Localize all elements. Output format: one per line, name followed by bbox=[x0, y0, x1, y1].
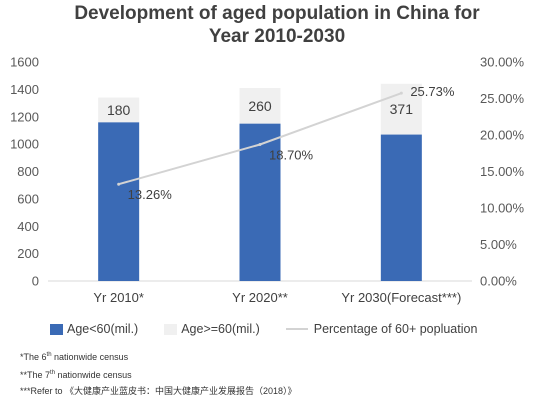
chart-title-line-2: Year 2010-2030 bbox=[208, 26, 346, 47]
y-left-tick-label: 1000 bbox=[10, 137, 39, 152]
bar-under-60 bbox=[98, 122, 140, 281]
y-left-tick-label: 200 bbox=[17, 246, 39, 261]
legend-item-percentage: Percentage of 60+ popluation bbox=[285, 322, 478, 336]
y-right-tick-label: 30.00% bbox=[480, 55, 525, 70]
y-right-tick-label: 15.00% bbox=[480, 164, 525, 179]
bar-60-plus-label: 260 bbox=[248, 98, 272, 114]
chart-title: Development of aged population in China … bbox=[0, 2, 554, 48]
bar-60-plus bbox=[239, 88, 281, 124]
bar-under-60 bbox=[380, 134, 422, 281]
y-left-tick-label: 400 bbox=[17, 219, 39, 234]
bar-under-60 bbox=[239, 123, 281, 281]
footnote-2-pre: **The 7 bbox=[20, 370, 51, 380]
percentage-point bbox=[117, 182, 121, 186]
x-tick-label: Yr 2030(Forecast***) bbox=[341, 290, 461, 305]
percentage-point bbox=[258, 142, 262, 146]
percentage-label: 25.73% bbox=[410, 84, 455, 99]
percentage-label: 13.26% bbox=[128, 187, 173, 202]
footnote-2-post: nationwide census bbox=[55, 370, 132, 380]
footnote-1-post: nationwide census bbox=[51, 352, 129, 362]
y-right-tick-label: 0.00% bbox=[480, 274, 517, 289]
legend-swatch-60-plus bbox=[164, 323, 178, 335]
footnote-2-sup: th bbox=[50, 370, 56, 376]
footnotes: *The 6th nationwide census **The 7th nat… bbox=[20, 347, 297, 399]
bar-60-plus-label: 180 bbox=[107, 102, 131, 118]
y-right-tick-label: 25.00% bbox=[480, 91, 525, 106]
x-tick-label: Yr 2020** bbox=[232, 290, 288, 305]
legend-label-percentage: Percentage of 60+ popluation bbox=[313, 322, 478, 336]
legend-label-under-60: Age<60(mil.) bbox=[67, 322, 139, 336]
footnote-1-pre: *The 6 bbox=[20, 352, 47, 362]
footnote-2: **The 7th nationwide census bbox=[20, 365, 297, 383]
y-right-tick-label: 5.00% bbox=[480, 237, 517, 252]
legend-line-percentage bbox=[285, 328, 308, 330]
chart-title-line-1: Development of aged population in China … bbox=[74, 3, 480, 24]
legend-label-60-plus: Age>=60(mil.) bbox=[181, 322, 260, 336]
y-left-tick-label: 1400 bbox=[10, 82, 39, 97]
legend: Age<60(mil.) Age>=60(mil.) Percentage of… bbox=[50, 322, 503, 336]
x-tick-label: Yr 2010* bbox=[93, 290, 144, 305]
legend-swatch-under-60 bbox=[50, 323, 63, 335]
y-right-tick-label: 10.00% bbox=[480, 201, 525, 216]
bar-60-plus bbox=[98, 97, 140, 123]
legend-item-under-60: Age<60(mil.) bbox=[50, 322, 138, 336]
footnote-1: *The 6th nationwide census bbox=[20, 347, 297, 365]
y-left-tick-label: 0 bbox=[32, 274, 39, 289]
y-right-tick-label: 20.00% bbox=[480, 128, 525, 143]
y-left-tick-label: 800 bbox=[17, 164, 39, 179]
footnote-1-sup: th bbox=[46, 352, 52, 358]
y-left-tick-label: 600 bbox=[17, 191, 39, 206]
percentage-point bbox=[399, 91, 403, 95]
y-left-tick-label: 1600 bbox=[10, 55, 39, 70]
legend-item-60-plus: Age>=60(mil.) bbox=[164, 322, 260, 336]
bar-60-plus-label: 371 bbox=[390, 101, 414, 117]
percentage-label: 18.70% bbox=[269, 147, 314, 162]
y-left-tick-label: 1200 bbox=[10, 109, 39, 124]
footnote-3: ***Refer to 《大健康产业蓝皮书：中国大健康产业发展报告（2018）》 bbox=[20, 386, 297, 396]
